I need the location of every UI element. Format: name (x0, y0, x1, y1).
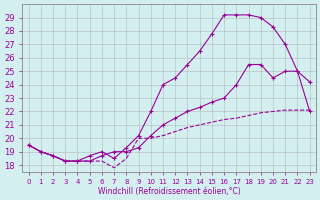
X-axis label: Windchill (Refroidissement éolien,°C): Windchill (Refroidissement éolien,°C) (98, 187, 241, 196)
